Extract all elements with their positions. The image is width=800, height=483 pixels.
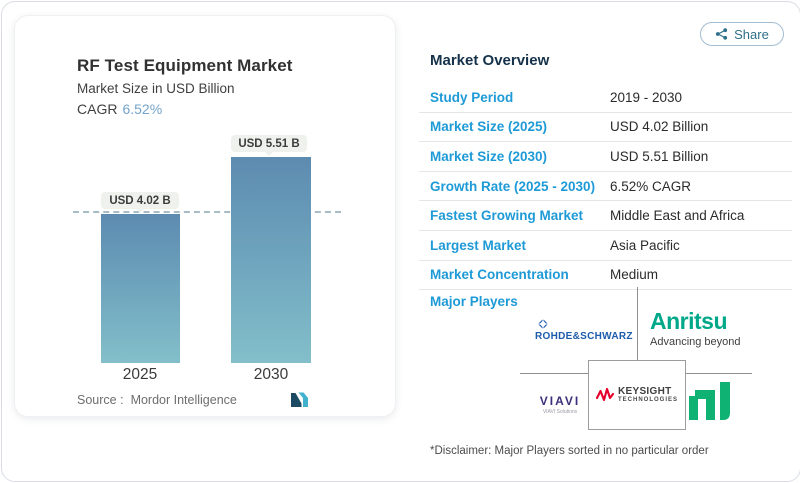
bar-value-text: USD 5.51 B <box>238 137 300 150</box>
rohde-schwarz-wordmark: ROHDE&SCHWARZ <box>535 331 633 342</box>
row-value: USD 5.51 Billion <box>610 148 709 164</box>
row-value: Asia Pacific <box>610 237 680 253</box>
row-value: Medium <box>610 267 659 283</box>
major-players-divider-right <box>684 373 752 374</box>
rohde-schwarz-logo: ROHDE&SCHWARZ <box>535 318 633 342</box>
share-icon <box>716 28 728 40</box>
anritsu-logo: Anritsu Advancing beyond <box>650 308 750 349</box>
major-players-label: Major Players <box>430 294 518 309</box>
share-button[interactable]: Share <box>700 22 784 46</box>
mordor-intelligence-logo-icon <box>291 392 308 407</box>
bar-chart: USD 4.02 B USD 5.51 B 2025 2030 <box>15 16 395 416</box>
row-value: 2019 - 2030 <box>610 89 683 105</box>
table-row-market-size-2030: Market Size (2030) USD 5.51 Billion <box>419 142 792 172</box>
bar-value-text: USD 4.02 B <box>109 194 171 207</box>
anritsu-tagline: Advancing beyond <box>650 336 741 348</box>
row-value: 6.52% CAGR <box>610 178 692 194</box>
reference-dashed-line <box>73 211 341 213</box>
source-label: Source : <box>77 393 124 407</box>
bar-2030 <box>231 157 311 363</box>
viavi-logo: VIAVI VIAVI Solutions <box>535 394 585 415</box>
table-row-fastest-growing-market: Fastest Growing Market Middle East and A… <box>419 201 792 231</box>
keysight-wordmark: KEYSIGHT <box>617 386 672 398</box>
row-label: Market Size (2025) <box>430 119 548 135</box>
row-label: Market Size (2030) <box>430 148 548 164</box>
keysight-pulse-icon <box>595 388 614 402</box>
row-label: Growth Rate (2025 - 2030) <box>430 178 596 194</box>
viavi-tagline: VIAVI Solutions <box>542 409 578 415</box>
table-row-growth-rate: Growth Rate (2025 - 2030) 6.52% CAGR <box>419 172 792 202</box>
major-players-divider-vertical <box>637 287 638 360</box>
disclaimer-text: *Disclaimer: Major Players sorted in no … <box>430 445 709 457</box>
chart-card: RF Test Equipment Market Market Size in … <box>14 15 396 417</box>
cagr-label: CAGR <box>77 101 118 117</box>
major-players-divider-left <box>520 373 588 374</box>
row-value: USD 4.02 Billion <box>610 119 709 135</box>
row-label: Fastest Growing Market <box>430 208 584 224</box>
bar-value-label-2025: USD 4.02 B <box>101 192 179 209</box>
source-value: Mordor Intelligence <box>130 393 237 407</box>
row-value: Middle East and Africa <box>610 208 745 224</box>
x-axis-label-2025: 2025 <box>122 366 158 383</box>
overview-table: Study Period 2019 - 2030 Market Size (20… <box>419 83 792 291</box>
viavi-wordmark: VIAVI <box>539 394 581 408</box>
bar-value-label-2030: USD 5.51 B <box>231 135 307 152</box>
bar-2025 <box>101 214 180 363</box>
chart-cagr-line: CAGR 6.52% <box>77 101 162 117</box>
chart-title: RF Test Equipment Market <box>77 56 293 75</box>
row-label: Market Concentration <box>430 267 569 283</box>
rohde-schwarz-diamond-icon <box>537 318 549 330</box>
table-row-market-concentration: Market Concentration Medium <box>419 261 792 291</box>
ni-logo-icon <box>689 382 730 420</box>
x-axis-label-2030: 2030 <box>253 366 289 383</box>
table-row-study-period: Study Period 2019 - 2030 <box>419 83 792 113</box>
cagr-value: 6.52% <box>122 101 163 117</box>
row-label: Study Period <box>430 89 514 105</box>
row-label: Largest Market <box>430 237 527 253</box>
keysight-logo: KEYSIGHT TECHNOLOGIES <box>588 360 686 430</box>
source-row: Source : Mordor Intelligence <box>77 393 237 407</box>
keysight-tagline: TECHNOLOGIES <box>617 397 678 404</box>
table-row-market-size-2025: Market Size (2025) USD 4.02 Billion <box>419 113 792 143</box>
overview-heading: Market Overview <box>430 52 550 69</box>
table-row-largest-market: Largest Market Asia Pacific <box>419 231 792 261</box>
anritsu-wordmark: Anritsu <box>650 308 728 334</box>
share-label: Share <box>734 26 769 42</box>
chart-subtitle: Market Size in USD Billion <box>77 81 235 96</box>
